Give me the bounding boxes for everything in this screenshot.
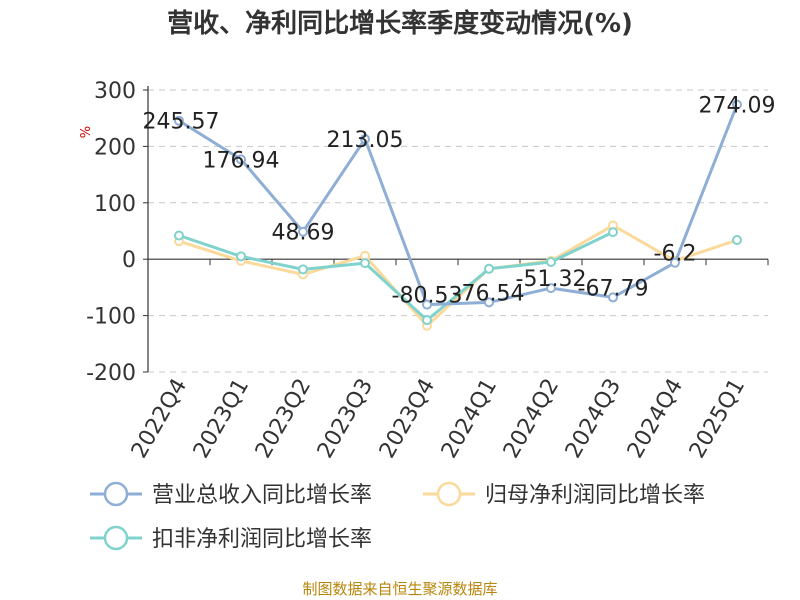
data-label: -67.79 bbox=[578, 276, 649, 301]
y-tick-label: 300 bbox=[94, 79, 136, 104]
y-tick-label: -200 bbox=[86, 361, 136, 386]
data-point bbox=[670, 257, 680, 268]
legend-label: 扣非净利润同比增长率 bbox=[152, 527, 372, 552]
data-label: -6.2 bbox=[654, 242, 697, 267]
source-note: 制图数据来自恒生聚源数据库 bbox=[302, 580, 497, 598]
series-lines bbox=[174, 99, 742, 331]
data-point bbox=[484, 297, 494, 308]
y-tick-label: 0 bbox=[122, 248, 136, 273]
data-point bbox=[422, 299, 432, 310]
x-tick-label: 2022Q4 bbox=[127, 375, 192, 463]
data-point bbox=[236, 154, 246, 165]
data-point bbox=[546, 257, 556, 268]
x-tick-label: 2023Q2 bbox=[251, 375, 316, 463]
data-point bbox=[360, 258, 370, 269]
data-label: 245.57 bbox=[143, 110, 220, 135]
data-label: 213.05 bbox=[327, 128, 404, 153]
chart-title: 营收、净利同比增长率季度变动情况(%) bbox=[167, 8, 633, 39]
data-point bbox=[732, 99, 742, 110]
data-point bbox=[298, 226, 308, 237]
data-point bbox=[360, 134, 370, 145]
data-label: -51.32 bbox=[516, 267, 587, 292]
data-label: 48.69 bbox=[272, 221, 335, 246]
data-label: -80.53 bbox=[392, 284, 463, 309]
x-tick-label: 2024Q4 bbox=[623, 375, 688, 463]
x-tick-label: 2025Q1 bbox=[685, 375, 750, 463]
legend-label: 归母净利润同比增长率 bbox=[485, 483, 705, 508]
data-label: 176.94 bbox=[203, 148, 280, 173]
series-1 bbox=[174, 99, 742, 310]
data-point bbox=[608, 292, 618, 303]
legend-marker-icon bbox=[436, 481, 462, 507]
data-point bbox=[174, 230, 184, 241]
x-tick-labels: 2022Q42023Q12023Q22023Q32023Q42024Q12024… bbox=[127, 375, 750, 463]
data-point bbox=[484, 263, 494, 274]
data-point bbox=[298, 264, 308, 275]
data-point bbox=[174, 115, 184, 126]
y-tick-label: -100 bbox=[86, 305, 136, 330]
x-tick-label: 2023Q4 bbox=[375, 375, 440, 463]
data-point bbox=[422, 315, 432, 326]
data-point bbox=[546, 283, 556, 294]
x-tick-label: 2024Q1 bbox=[437, 375, 502, 463]
y-tick-label: 100 bbox=[94, 192, 136, 217]
legend-item-2[interactable]: 归母净利润同比增长率 bbox=[423, 481, 705, 508]
series-line bbox=[178, 223, 738, 328]
y-tick-labels: 300 200 100 0 -100 -200 bbox=[86, 79, 136, 386]
axes bbox=[143, 86, 769, 373]
grid-lines bbox=[148, 89, 768, 373]
legend-item-1[interactable]: 营业总收入同比增长率 bbox=[90, 481, 372, 508]
legend-marker-icon bbox=[103, 525, 129, 551]
x-tick-label: 2024Q2 bbox=[499, 375, 564, 463]
y-axis-unit: % bbox=[79, 126, 94, 138]
data-label: -76.54 bbox=[454, 281, 525, 306]
data-point bbox=[732, 235, 742, 246]
y-tick-label: 200 bbox=[94, 135, 136, 160]
x-tick-label: 2024Q3 bbox=[561, 375, 626, 463]
x-tick-label: 2023Q3 bbox=[313, 375, 378, 463]
data-labels: 245.57 176.94 48.69 213.05 -80.53-76.54-51.3… bbox=[143, 94, 776, 309]
x-tick-label: 2023Q1 bbox=[189, 375, 254, 463]
series-line bbox=[178, 104, 739, 307]
legend-item-3[interactable]: 扣非净利润同比增长率 bbox=[90, 525, 372, 552]
legend-marker-icon bbox=[103, 481, 129, 507]
data-label: 274.09 bbox=[699, 94, 776, 119]
data-point bbox=[608, 227, 618, 238]
data-point bbox=[236, 251, 246, 262]
legend-label: 营业总收入同比增长率 bbox=[152, 483, 372, 508]
series-3 bbox=[174, 227, 742, 326]
series-2 bbox=[174, 220, 742, 331]
